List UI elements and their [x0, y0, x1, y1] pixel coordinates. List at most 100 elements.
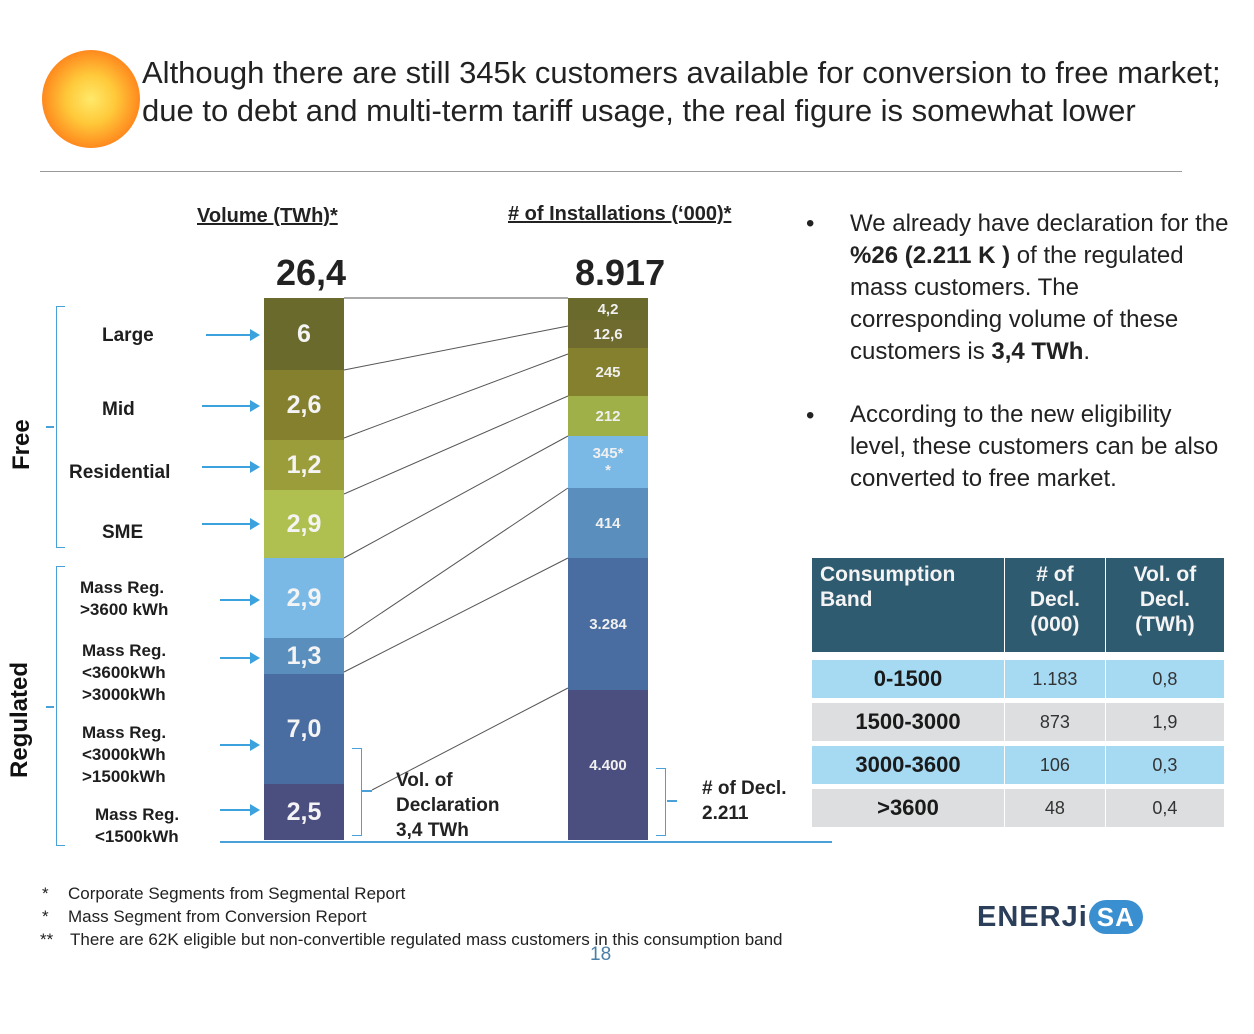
inst-seg-mid: 12,6	[568, 320, 648, 348]
category-mass-3000-line2: <3600kWh	[82, 663, 166, 682]
page-number: 18	[590, 944, 612, 965]
arrow-right-icon	[220, 594, 260, 606]
num-decl-bracket	[656, 768, 666, 836]
volume-seg-large: 6	[264, 298, 344, 370]
volume-seg-mass-1500: 7,0	[264, 674, 344, 784]
installations-bar: 4,2 12,6 245 212 345* * 414 3.284 4.400	[568, 298, 648, 840]
bullet-1-pre: We already have declaration for the	[850, 210, 1229, 237]
arrow-right-icon	[202, 400, 260, 412]
bullet-1-mid: of the regulated mass customers. The cor…	[850, 242, 1184, 365]
page-title: Although there are still 345k customers …	[142, 55, 1221, 128]
connector-sme	[343, 435, 569, 559]
bullet-1-post: .	[1083, 338, 1091, 365]
connector-mass-1500	[371, 687, 569, 791]
volume-seg-mass-3000: 1,3	[264, 638, 344, 674]
category-mass-1500: Mass Reg. <3000kWh >1500kWh	[82, 722, 166, 788]
category-mass-1500-line2: <3000kWh	[82, 745, 166, 764]
logo-text: ENERJi	[977, 900, 1088, 933]
sun-logo	[42, 50, 140, 148]
category-mass-3600-line2: >3600 kWh	[80, 600, 169, 619]
connector-large	[343, 325, 569, 371]
vol-decl-bracket-tick	[362, 790, 372, 792]
bullet-1-bold1: %26 (2.211 K )	[850, 242, 1011, 269]
category-mass-low: Mass Reg. <1500kWh	[95, 804, 179, 848]
inst-seg-mass-1500: 3.284	[568, 558, 648, 690]
num-decl-line1: # of Decl.	[702, 778, 787, 799]
logo-badge: SA	[1088, 900, 1143, 934]
footnote-3-mark: **	[40, 930, 54, 949]
regulated-bracket-tick	[46, 706, 54, 708]
table-cell-count: 106	[1005, 746, 1106, 789]
vol-decl-bracket	[352, 748, 362, 836]
table-cell-band: 1500-3000	[812, 703, 1005, 746]
table-spacer	[812, 652, 1225, 660]
bullet-1: We already have declaration for the %26 …	[850, 208, 1230, 368]
table-cell-band: >3600	[812, 789, 1005, 832]
footnote-1-mark: *	[42, 884, 49, 903]
category-mass-3000: Mass Reg. <3600kWh >3000kWh	[82, 640, 166, 706]
arrow-right-icon	[220, 804, 260, 816]
arrow-right-icon	[220, 739, 260, 751]
volume-seg-residential: 1,2	[264, 440, 344, 490]
category-mass-low-line2: <1500kWh	[95, 827, 179, 846]
table-cell-band: 3000-3600	[812, 746, 1005, 789]
num-decl-bracket-tick	[667, 800, 677, 802]
regulated-bracket	[56, 566, 65, 846]
free-bracket-tick	[46, 426, 54, 428]
num-decl-line2: 2.211	[702, 803, 749, 824]
table-row: 3000-3600 106 0,3	[812, 746, 1225, 789]
footnote-3: There are 62K eligible but non-convertib…	[70, 930, 783, 949]
inst-seg-sme: 212	[568, 396, 648, 436]
arrow-right-icon	[202, 461, 260, 473]
table-cell-volume: 0,4	[1105, 789, 1225, 832]
bullet-1-bold2: 3,4 TWh	[991, 338, 1084, 365]
table-cell-volume: 0,3	[1105, 746, 1225, 789]
inst-seg-mass-3000: 414	[568, 488, 648, 558]
category-mid: Mid	[102, 399, 135, 420]
footnote-1: Corporate Segments from Segmental Report	[68, 884, 406, 903]
vol-declaration-note: Vol. of Declaration 3,4 TWh	[396, 768, 499, 843]
category-mass-1500-line3: >1500kWh	[82, 767, 166, 786]
arrow-right-icon	[206, 329, 260, 341]
category-mass-1500-line1: Mass Reg.	[82, 723, 167, 742]
volume-seg-sme: 2,9	[264, 490, 344, 558]
bullet-dot: •	[806, 402, 815, 429]
arrow-right-icon	[220, 652, 260, 664]
table-cell-band: 0-1500	[812, 660, 1005, 703]
category-residential: Residential	[69, 462, 171, 483]
num-declaration-note: # of Decl. 2.211	[702, 776, 786, 826]
table-row: 0-1500 1.183 0,8	[812, 660, 1225, 703]
table-cell-count: 873	[1005, 703, 1106, 746]
table-header-decl-volume: Vol. of Decl. (TWh)	[1105, 558, 1225, 652]
table-cell-count: 48	[1005, 789, 1106, 832]
free-bracket	[56, 306, 65, 548]
table-header-band: Consumption Band	[812, 558, 1005, 652]
declaration-table: Consumption Band # of Decl. (000) Vol. o…	[812, 558, 1225, 832]
arrow-right-icon	[202, 518, 260, 530]
vol-decl-line1: Vol. of	[396, 770, 453, 791]
category-sme: SME	[102, 522, 144, 543]
volume-seg-mass-3600: 2,9	[264, 558, 344, 638]
connector-mass-3000	[343, 557, 569, 673]
bullet-dot: •	[806, 210, 815, 237]
category-mass-3000-line1: Mass Reg.	[82, 641, 167, 660]
category-mass-3000-line3: >3000kWh	[82, 685, 166, 704]
volume-seg-mid: 2,6	[264, 370, 344, 440]
vol-decl-line3: 3,4 TWh	[396, 820, 469, 841]
volume-seg-mass-low: 2,5	[264, 784, 344, 840]
volume-column-head: Volume (TWh)*	[197, 205, 338, 227]
category-mass-low-line1: Mass Reg.	[95, 805, 180, 824]
connector-mid	[343, 353, 569, 439]
footnote-2-mark: *	[42, 907, 49, 926]
inst-seg-large: 4,2	[568, 298, 648, 320]
table-cell-volume: 0,8	[1105, 660, 1225, 703]
inst-seg-mass-3600: 345* *	[568, 436, 648, 488]
volume-bar: 6 2,6 1,2 2,9 2,9 1,3 7,0 2,5	[264, 298, 344, 840]
title-divider	[40, 171, 1182, 172]
table-cell-volume: 1,9	[1105, 703, 1225, 746]
table-cell-count: 1.183	[1005, 660, 1106, 703]
connector-mass-3600	[343, 487, 569, 639]
inst-seg-mass-low: 4.400	[568, 690, 648, 840]
category-large: Large	[102, 325, 154, 346]
